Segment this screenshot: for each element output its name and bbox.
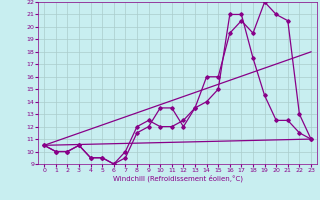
X-axis label: Windchill (Refroidissement éolien,°C): Windchill (Refroidissement éolien,°C) bbox=[113, 175, 243, 182]
